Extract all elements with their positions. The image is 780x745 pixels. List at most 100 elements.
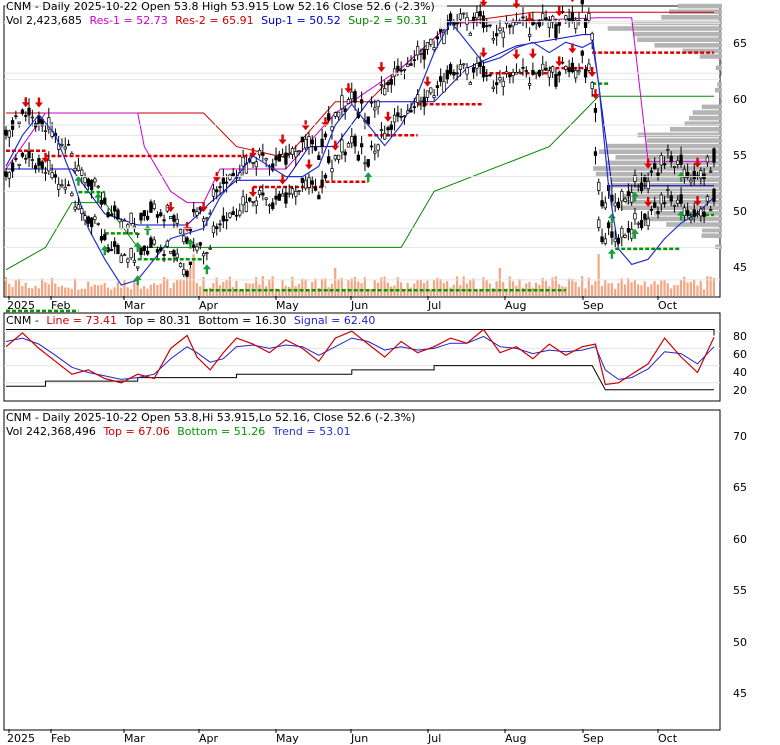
- volume-bar: [485, 279, 488, 296]
- price-candle-body: [320, 138, 324, 147]
- trend-candle-body: [695, 213, 700, 216]
- trend-candle-body: [422, 96, 426, 107]
- trend-candle-body: [712, 188, 716, 202]
- trend-candle-body: [10, 162, 15, 172]
- volume-bar: [429, 289, 432, 296]
- price-y-axis: 65 60 55 50 45: [733, 37, 747, 274]
- trend-arrows: [41, 43, 702, 286]
- trend-curve: [5, 20, 715, 286]
- volume-bar: [541, 277, 544, 296]
- price-candle-body: [284, 152, 288, 165]
- trend-candle-body: [419, 100, 423, 103]
- volume-bar: [577, 286, 580, 296]
- trend-candle-body: [271, 202, 275, 209]
- volume-bar: [67, 287, 70, 296]
- price-candle-body: [241, 156, 245, 167]
- volume-bar: [271, 276, 274, 296]
- price-y-tick: 55: [733, 149, 747, 162]
- trend-y-tick: 55: [733, 584, 747, 597]
- trend-x-tick: Feb: [51, 732, 70, 745]
- price-candle-body: [73, 168, 77, 172]
- trend-candle-body: [327, 156, 331, 163]
- volume-bar: [21, 286, 24, 296]
- volume-bar: [278, 289, 281, 296]
- trend-candle-body: [17, 163, 21, 166]
- trend-sell-arrow: [528, 48, 537, 59]
- trend-candle-body: [386, 127, 390, 131]
- trend-buy-arrow: [133, 275, 142, 286]
- trend-candle-body: [508, 74, 512, 78]
- price-candle-body: [636, 185, 640, 188]
- trend-candle-body: [205, 252, 209, 254]
- trend-candle-body: [402, 115, 407, 118]
- profile-bar: [593, 166, 760, 171]
- volume-bar: [261, 276, 264, 296]
- sell-arrow: [377, 62, 386, 73]
- trend-buy-arrow: [607, 248, 616, 259]
- price-candle-body: [4, 129, 8, 136]
- legend-signal: Signal = 62.40: [294, 314, 376, 327]
- volume-bar: [225, 279, 228, 296]
- price-candle-body: [590, 33, 594, 41]
- trend-candle-body: [481, 65, 486, 78]
- profile-bar: [607, 26, 760, 31]
- volume-bar: [317, 287, 320, 296]
- price-candle-body: [699, 170, 703, 179]
- price-candle-body: [485, 25, 489, 27]
- price-candle-body: [495, 33, 499, 37]
- trend-candle-body: [406, 110, 410, 114]
- price-candle-body: [336, 111, 341, 118]
- trend-candle-body: [656, 210, 660, 214]
- trend-candle-body: [452, 72, 456, 76]
- trend-y-tick: 70: [733, 430, 747, 443]
- price-y-tick: 65: [733, 37, 747, 50]
- trend-candles: [4, 49, 716, 278]
- volume-bar: [182, 279, 185, 296]
- trend-candle-body: [340, 139, 344, 153]
- volume-bar: [643, 281, 646, 296]
- price-candle-body: [106, 212, 110, 217]
- trend-candle-body: [323, 174, 328, 179]
- price-candle-body: [195, 211, 199, 216]
- volume-bar: [288, 287, 291, 296]
- volume-bar: [617, 283, 620, 296]
- price-candle-body: [205, 217, 209, 220]
- price-candle-body: [231, 172, 235, 177]
- price-candle-body: [116, 209, 120, 220]
- price-candle-body: [287, 152, 291, 155]
- price-candle-body: [435, 36, 440, 40]
- price-candle-body: [313, 146, 318, 151]
- volume-bar: [100, 284, 103, 296]
- price-candle-body: [597, 181, 601, 191]
- price-candle-body: [415, 46, 420, 56]
- trend-candle-body: [185, 270, 189, 277]
- price-candle-body: [178, 229, 183, 234]
- volume-bar: [521, 287, 525, 296]
- trend-sell-arrow: [568, 43, 577, 54]
- volume-bar: [24, 282, 27, 296]
- trend-candle-body: [224, 219, 229, 222]
- volume-bar: [83, 288, 87, 296]
- trend-candle-body: [689, 217, 693, 221]
- volume-bar: [235, 281, 238, 296]
- volume-bar: [380, 277, 383, 296]
- price-candle-body: [353, 91, 357, 103]
- price-candle-body: [587, 12, 591, 21]
- price-candle-body: [155, 214, 160, 218]
- volume-bar: [706, 276, 709, 296]
- volume-bar: [666, 283, 669, 296]
- trend-buy-arrow: [630, 228, 639, 239]
- trend-candle-body: [109, 248, 114, 251]
- trend-panel-frame: [3, 409, 721, 731]
- volume-bar: [452, 284, 455, 296]
- trend-sell-arrow: [248, 186, 257, 197]
- legend-sup1: Sup-1 = 50.52: [261, 14, 341, 27]
- trend-candle-body: [613, 238, 617, 242]
- price-candle-body: [139, 212, 143, 221]
- volume-bar: [31, 288, 34, 296]
- trend-candle-body: [241, 196, 245, 206]
- trend-candle-body: [432, 95, 436, 98]
- trend-candle-body: [547, 70, 551, 78]
- trend-x-tick: Jun: [350, 732, 368, 745]
